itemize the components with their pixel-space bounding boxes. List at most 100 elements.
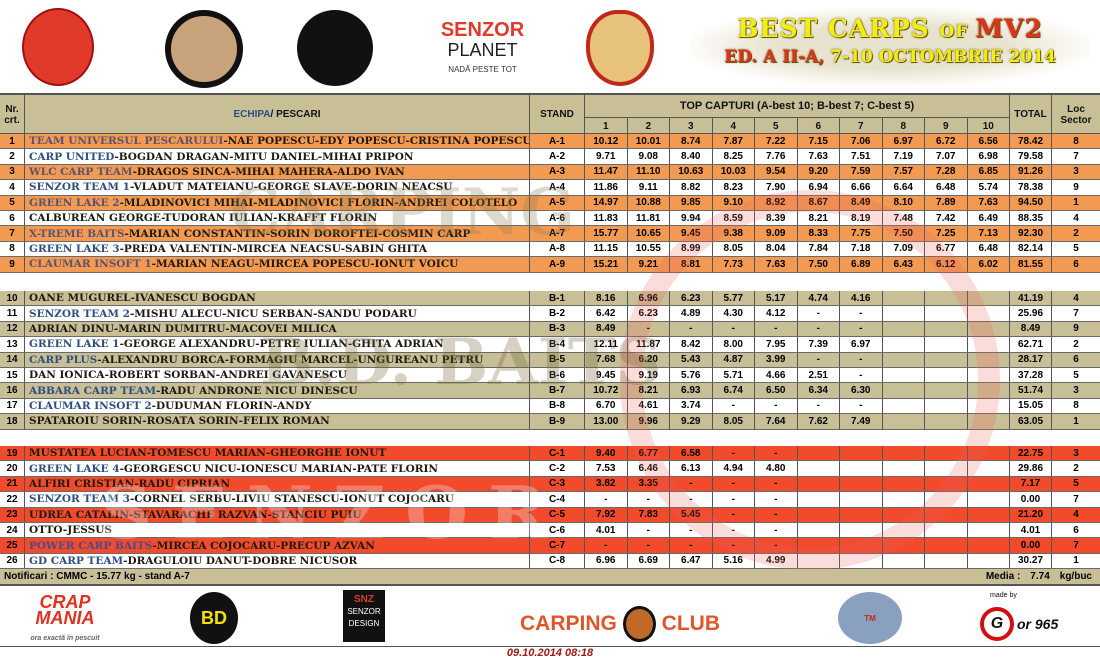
total-cell: 25.96	[1010, 306, 1052, 321]
row-number: 16	[0, 383, 25, 398]
team-anglers-cell: CLAUMAR INSOFT 1 -MARIAN NEAGU-MIRCEA POP…	[25, 257, 530, 272]
catch-cell	[798, 476, 840, 492]
carping-club-logo	[165, 10, 243, 88]
catch-cell	[968, 352, 1010, 367]
senzor-team-logo	[22, 8, 94, 86]
catch-cell	[925, 553, 968, 569]
team-anglers-cell: CARP UNITED -BOGDAN DRAGAN-MITU DANIEL-MI…	[25, 149, 530, 164]
total-cell: 28.17	[1010, 352, 1052, 367]
catch-cell: 7.95	[755, 337, 798, 352]
anglers-names: -MIRCEA COJOCARU-PRECUP AZVAN	[152, 539, 375, 552]
row-number: 8	[0, 241, 25, 257]
catch-cell: 9.21	[628, 257, 670, 272]
header-stand: STAND	[530, 95, 585, 134]
row-number: 19	[0, 446, 25, 461]
anglers-names: DAN IONICA-ROBERT SORBAN-ANDREI GAVANESC…	[29, 369, 347, 382]
catch-cell: 7.50	[798, 257, 840, 272]
catch-cell: 3.35	[628, 476, 670, 492]
total-cell: 78.42	[1010, 134, 1052, 149]
carping-club-footer-logo: CARPING CLUB	[520, 596, 720, 652]
catch-cell: 6.69	[628, 553, 670, 569]
timestamp: 09.10.2014 08:18	[0, 646, 1100, 659]
bd-baits-logo	[297, 10, 373, 86]
catch-cell: 10.12	[585, 134, 628, 149]
catch-cell: -	[585, 538, 628, 553]
catch-cell	[968, 291, 1010, 306]
catch-cell: 6.50	[755, 383, 798, 398]
anglers-names: -NAE POPESCU-EDY POPESCU-CRISTINA POPESC…	[223, 135, 530, 148]
crap-mania-logo: CRAP MANIA ora exactă în pescuit	[30, 591, 100, 642]
team-anglers-cell: ALFIRI CRISTIAN-RADU CIPRIAN	[25, 476, 530, 492]
anglers-names: -GEORGESCU NICU-IONESCU MARIAN-PATE FLOR…	[119, 462, 439, 475]
catch-cell: 7.68	[585, 352, 628, 367]
header-pescari: / PESCARI	[270, 109, 321, 120]
team-name: WLC CARP TEAM	[29, 165, 133, 178]
catch-cell	[968, 398, 1010, 414]
header-top-capturi: TOP CAPTURI (A-best 10; B-best 7; C-best…	[585, 95, 1010, 118]
loc-sector-cell: 4	[1073, 212, 1079, 224]
team-anglers-cell: X-TREME BAITS -MARIAN CONSTANTIN-SORIN DO…	[25, 226, 530, 241]
catch-cell: 8.67	[798, 195, 840, 210]
loc-sector-cell: 7	[1073, 493, 1079, 505]
catch-cell: 7.84	[798, 241, 840, 257]
catch-cell: 5.17	[755, 291, 798, 306]
catch-cell: -	[585, 492, 628, 507]
stand-cell: A-7	[530, 226, 585, 241]
catch-cell: 3.74	[670, 398, 713, 414]
catch-cell: 8.23	[713, 180, 755, 195]
catch-cell: 9.54	[755, 164, 798, 180]
stand-cell: B-1	[530, 291, 585, 306]
header-catch-8: 8	[883, 118, 925, 134]
table-row: 9 CLAUMAR INSOFT 1 -MARIAN NEAGU-MIRCEA PO…	[0, 257, 1100, 273]
team-anglers-cell: GREEN LAKE 3 -PREDA VALENTIN-MIRCEA NEACS…	[25, 241, 530, 257]
table-row: 22 SENZOR TEAM 3 -CORNEL SERBU-LIVIU STANE…	[0, 492, 1100, 508]
team-name: SENZOR TEAM 2	[29, 307, 130, 320]
header-catch-4: 4	[713, 118, 755, 134]
catch-cell: 5.16	[713, 553, 755, 569]
row-number: 10	[0, 291, 25, 306]
lacul-moara-vlasiei-logo	[586, 10, 654, 86]
stand-cell: B-7	[530, 383, 585, 398]
anglers-names: OTTO-JESSUS	[29, 524, 112, 537]
catch-cell	[883, 321, 925, 337]
total-cell: 63.05	[1010, 414, 1052, 429]
catch-cell: 4.87	[713, 352, 755, 367]
team-anglers-cell: ABBARA CARP TEAM -RADU ANDRONE NICU DINES…	[25, 383, 530, 398]
catch-cell	[925, 476, 968, 492]
catch-cell	[883, 337, 925, 352]
catch-cell: -	[670, 476, 713, 492]
catch-cell: 9.94	[670, 211, 713, 226]
total-cell: 92.30	[1010, 226, 1052, 241]
header-catch-2: 2	[628, 118, 670, 134]
anglers-names: -ALEXANDRU BORCA-FORMAGIU MARCEL-UNGUREA…	[97, 353, 484, 366]
catch-cell: 6.64	[883, 180, 925, 195]
stand-cell: B-4	[530, 337, 585, 352]
row-number: 5	[0, 195, 25, 210]
team-anglers-cell: CLAUMAR INSOFT 2 -DUDUMAN FLORIN-ANDY	[25, 398, 530, 414]
catch-cell: 4.30	[713, 306, 755, 321]
catch-cell: 6.74	[713, 383, 755, 398]
loc-sector-cell: 1	[1073, 197, 1079, 209]
table-header: Nr. crt. ECHIPA / PESCARI STAND TOP CAPT…	[0, 93, 1100, 134]
anglers-names: CALBUREAN GEORGE-TUDORAN IULIAN-KRAFFT F…	[29, 212, 378, 225]
catch-cell: 6.94	[798, 180, 840, 195]
team-anglers-cell: CARP PLUS -ALEXANDRU BORCA-FORMAGIU MARCE…	[25, 352, 530, 367]
anglers-names: UDREA CATALIN-STAVARACHE RAZVAN-STANCIU …	[29, 508, 362, 521]
catch-cell: 7.62	[798, 414, 840, 429]
catch-cell: 8.59	[713, 211, 755, 226]
loc-sector-cell: 5	[1073, 478, 1079, 490]
catch-cell	[968, 492, 1010, 507]
team-anglers-cell: SENZOR TEAM 3 -CORNEL SERBU-LIVIU STANESC…	[25, 492, 530, 507]
total-cell: 4.01	[1010, 523, 1052, 538]
catch-cell: 4.66	[755, 368, 798, 383]
catch-cell: -	[713, 523, 755, 538]
catch-cell: 7.06	[840, 134, 883, 149]
catch-cell: 7.19	[883, 149, 925, 164]
catch-cell	[925, 492, 968, 507]
row-number: 1	[0, 134, 25, 149]
loc-sector-cell: 8	[1073, 400, 1079, 412]
header-catch-3: 3	[670, 118, 713, 134]
team-anglers-cell: ADRIAN DINU-MARIN DUMITRU-MACOVEI MILICA	[25, 321, 530, 337]
table-row: 15 DAN IONICA-ROBERT SORBAN-ANDREI GAVANE…	[0, 368, 1100, 384]
catch-cell	[883, 492, 925, 507]
